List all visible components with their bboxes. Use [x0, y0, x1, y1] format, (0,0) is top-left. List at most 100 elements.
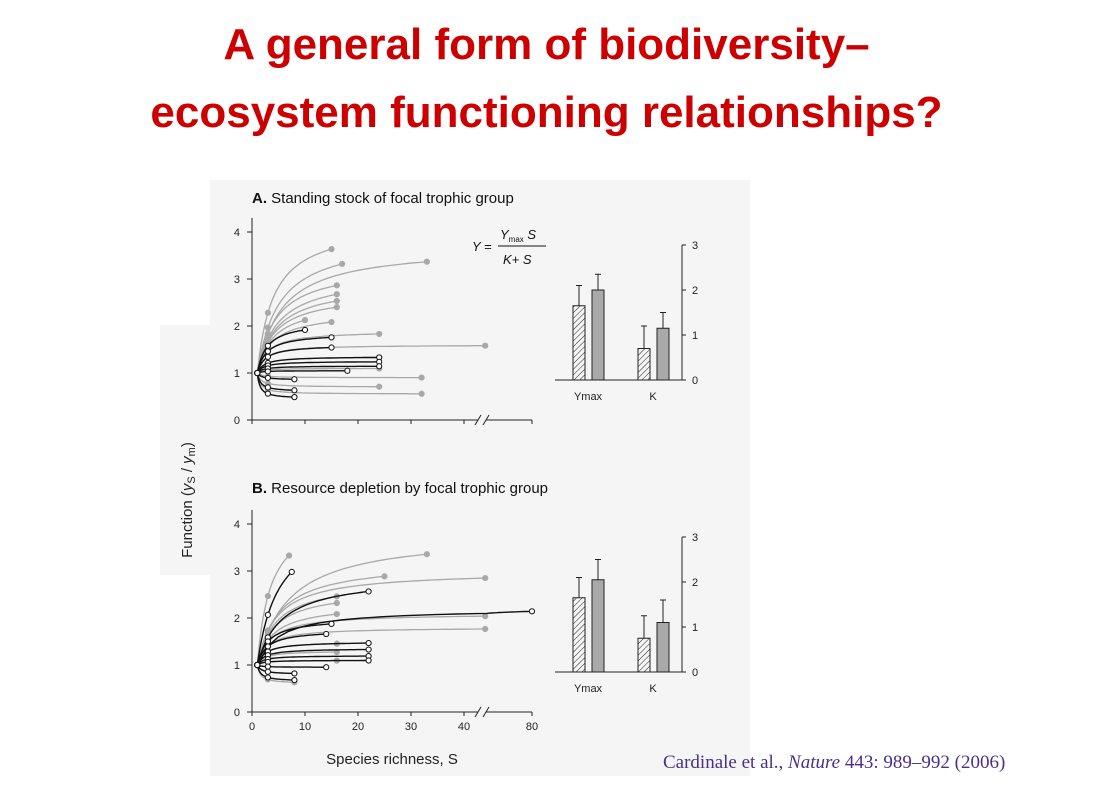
black-curve-point: [264, 668, 272, 675]
gray-curve-point: [328, 246, 335, 253]
black-curve-point: [291, 394, 298, 401]
black-curve-point: [264, 384, 272, 391]
axis-break-mark: [474, 706, 482, 718]
gray-curve: [256, 300, 337, 374]
slide-title-line-2: ecosystem functioning relationships?: [150, 88, 943, 137]
inset-y-tick-label: 0: [692, 375, 698, 387]
citation-authors: Cardinale et al.,: [663, 752, 789, 773]
y-axis-label-part: ): [179, 442, 196, 447]
x-tick-label: 20: [352, 721, 364, 733]
gray-curve: [256, 261, 427, 374]
inset-bar: [637, 637, 651, 673]
black-curve-point: [291, 387, 298, 394]
inset-y-tick-label: 2: [692, 285, 698, 297]
inset-category-label: K: [649, 391, 657, 403]
black-curve-point: [264, 342, 272, 349]
black-curve: [256, 365, 380, 374]
black-curve: [256, 361, 380, 374]
black-curve-point: [264, 368, 272, 375]
panel-letter: A.: [252, 190, 271, 207]
figure: A. Standing stock of focal trophic group…: [160, 180, 750, 776]
inset-bar: [656, 327, 670, 381]
figure-labels: Function (yS / ym): [179, 442, 198, 558]
gray-curve-point: [482, 574, 489, 582]
black-curve-point: [301, 326, 309, 334]
black-curve-point: [291, 376, 298, 383]
inset-y-tick-label: 2: [692, 577, 698, 589]
gray-curve: [256, 575, 385, 666]
citation-details: 443: 989–992 (2006): [840, 752, 1006, 773]
black-curve-point: [328, 334, 335, 341]
panel-title-b: B. Resource depletion by focal trophic g…: [252, 480, 548, 497]
black-curve-point: [264, 674, 272, 681]
black-curve-point: [264, 638, 272, 645]
equation-lhs: Y =: [472, 239, 492, 254]
y-axis-label-part: m: [186, 447, 198, 456]
gray-curve: [256, 577, 486, 666]
figure-label-background: [160, 325, 210, 575]
gray-curve: [256, 372, 422, 379]
gray-curve-point: [333, 304, 340, 311]
inset-bar: [591, 579, 605, 673]
gray-curve-point: [482, 613, 489, 620]
x-tick-label: 40: [458, 721, 470, 733]
black-curve-point: [344, 367, 351, 374]
black-curve: [256, 664, 295, 681]
gray-curve: [256, 306, 337, 374]
inset-bar: [656, 622, 670, 673]
y-axis-label-part: y: [179, 482, 196, 492]
axis-break-mark: [482, 706, 490, 718]
black-curve-point: [288, 568, 295, 575]
gray-curve: [256, 372, 380, 388]
y-tick-label: 0: [234, 415, 240, 427]
x-tick-label: 10: [299, 721, 311, 733]
black-curve-point: [264, 374, 272, 382]
black-curve: [256, 655, 369, 666]
gray-curve-point: [264, 592, 272, 600]
gray-curve-point: [328, 318, 335, 326]
gray-curve: [256, 553, 427, 666]
black-curve-point: [254, 661, 261, 669]
y-tick-label: 2: [234, 321, 240, 333]
gray-curve-point: [418, 374, 425, 381]
gray-curve-point: [423, 258, 430, 265]
panel-b: B. Resource depletion by focal trophic g…: [234, 480, 698, 768]
gray-curve-point: [376, 383, 383, 390]
panel-a: A. Standing stock of focal trophic group…: [234, 190, 698, 427]
inset-category-label: Ymax: [574, 683, 603, 695]
y-tick-label: 3: [234, 566, 240, 578]
black-curve-point: [291, 676, 298, 684]
gray-curve: [256, 284, 337, 374]
y-tick-label: 0: [234, 707, 240, 719]
x-tick-label: 0: [249, 721, 255, 733]
x-tick-label: 30: [405, 721, 417, 733]
inset-y-tick-label: 3: [692, 240, 698, 252]
y-axis-label-part: Function (: [179, 491, 196, 558]
x-axis-label: Species richness, S: [326, 751, 458, 768]
equation-numerator: Ymax S: [500, 227, 536, 244]
inset-bar: [637, 348, 651, 381]
black-curve-point: [365, 588, 372, 595]
gray-curve-point: [376, 330, 383, 338]
gray-curve: [256, 248, 332, 374]
black-curve-point: [328, 620, 335, 627]
gray-curve-point: [381, 573, 388, 580]
black-curve-point: [376, 363, 383, 370]
gray-curve-point: [264, 309, 272, 316]
black-curve-point: [323, 664, 330, 671]
black-curve: [256, 372, 295, 398]
inset-bar: [591, 289, 605, 381]
gray-curve: [256, 372, 422, 395]
black-curve: [256, 610, 533, 666]
black-curve: [256, 571, 293, 666]
black-curve-point: [365, 639, 372, 647]
gray-curve-point: [333, 291, 340, 298]
y-tick-label: 4: [234, 227, 240, 239]
black-curve-point: [254, 369, 261, 377]
citation-journal: Nature: [788, 752, 841, 773]
panel-letter: B.: [252, 480, 271, 497]
black-curve: [256, 372, 295, 391]
y-tick-label: 1: [234, 368, 240, 380]
figure-background: [210, 180, 750, 776]
gray-curve: [256, 293, 337, 374]
